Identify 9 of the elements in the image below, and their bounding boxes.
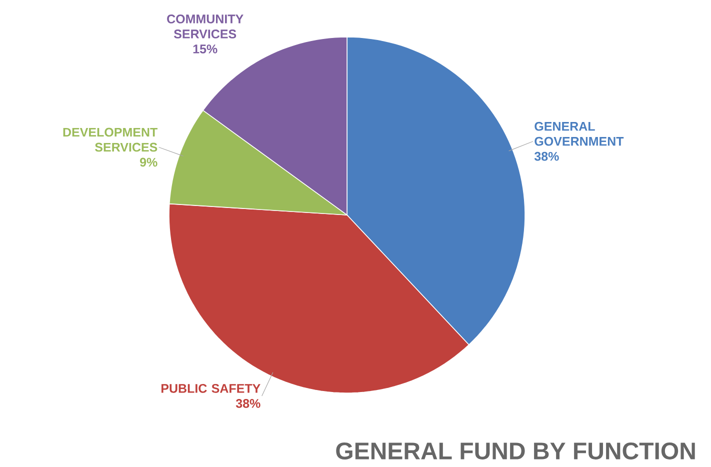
slice-label: GENERAL GOVERNMENT: [534, 122, 624, 146]
slice-label: PUBLIC SAFETY: [161, 384, 260, 393]
data-label: 9%: [140, 158, 158, 167]
text: GENERAL FUND BY FUNCTION: [336, 442, 695, 460]
slice-label: COMMUNITY SERVICES: [167, 14, 244, 38]
slice-label: DEVELOPMENT SERVICES: [63, 128, 158, 152]
data-label: 38%: [534, 152, 559, 161]
data-label: 15%: [193, 44, 218, 54]
data-label: 38%: [236, 399, 260, 408]
